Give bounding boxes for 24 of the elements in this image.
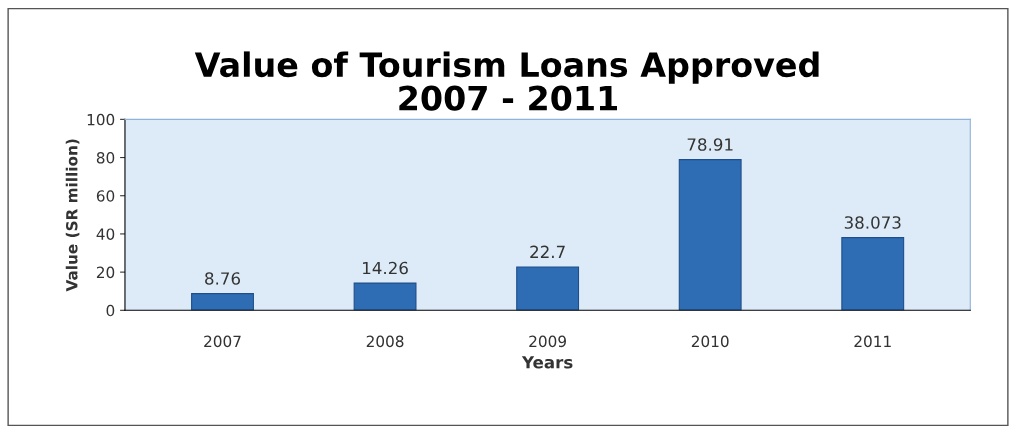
data-label: 8.76 [205,272,241,285]
data-label: 14.26 [363,261,408,275]
x-tick-label: 2010 [691,335,729,348]
y-tick-label: 40 [96,228,115,240]
x-tick-label: 2011 [854,335,891,348]
y-axis-title: Value (SR million) [65,139,80,292]
data-label: 22.7 [530,245,565,258]
bar [841,237,905,311]
bar [516,266,580,311]
bar [353,282,417,311]
x-tick-label: 2008 [366,335,404,348]
bar [678,159,742,311]
y-tick-label: 100 [87,113,115,126]
y-tick-label: 80 [96,152,115,164]
x-axis-title: Years [521,356,573,369]
x-tick-label: 2007 [204,335,241,348]
data-label: 78.91 [687,138,733,151]
data-label: 38.073 [844,216,901,229]
x-tick-label: 2009 [529,335,566,348]
bar [191,293,254,311]
y-tick-label: 20 [96,266,115,279]
chart-title: Value of Tourism Loans Approved 2007 - 2011 [194,51,819,111]
y-tick-label: 0 [106,304,115,317]
y-tick-label: 60 [96,190,115,202]
